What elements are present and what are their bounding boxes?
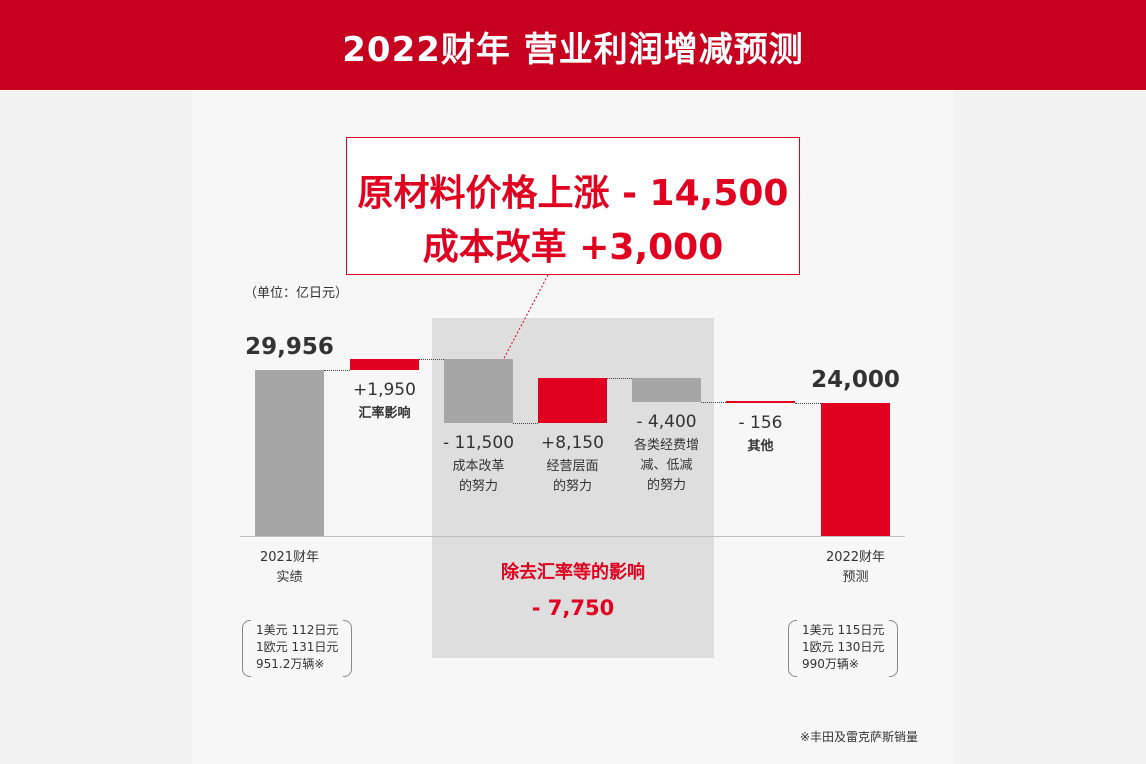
title-bar — [0, 0, 1146, 90]
connector-1 — [419, 359, 444, 361]
callout-box: 原材料价格上涨 - 14,500 成本改革 +3,000 — [346, 137, 800, 275]
category-label-4: 各类经费增 减、低减 的努力 — [633, 438, 699, 493]
note-right-line-1: 1美元 115日元 — [802, 623, 885, 637]
category-label-5: 其他 — [747, 439, 774, 454]
value-label-3: +8,150 — [541, 432, 604, 453]
bar-1 — [350, 359, 419, 370]
footnote: ※丰田及雷克萨斯销量 — [800, 730, 919, 744]
note-left-line-1: 1美元 112日元 — [256, 623, 339, 637]
category-label-6: 2022财年 预测 — [825, 550, 886, 585]
category-label-1: 汇率影响 — [358, 405, 411, 421]
note-right-line-3: 990万辆※ — [802, 657, 859, 671]
note-right: 1美元 115日元 1欧元 130日元 990万辆※ — [787, 620, 899, 677]
category-label-2: 成本改革 的努力 — [452, 458, 505, 494]
unit-label: （单位：亿日元） — [244, 286, 349, 301]
callout-line-2: 成本改革 +3,000 — [422, 227, 724, 268]
connector-3 — [607, 377, 632, 379]
bar-6 — [821, 402, 890, 536]
value-label-0: 29,956 — [245, 333, 334, 360]
excluding-fx-value: - 7,750 — [531, 596, 615, 620]
value-label-6: 24,000 — [811, 366, 900, 393]
bar-2 — [444, 359, 513, 423]
connector-4 — [701, 402, 726, 403]
baseline — [240, 536, 905, 537]
value-label-2: - 11,500 — [442, 432, 515, 453]
callout-line-1: 原材料价格上涨 - 14,500 — [357, 173, 789, 214]
connector-2 — [513, 422, 538, 424]
bar-0 — [255, 369, 324, 536]
note-left-line-3: 951.2万辆※ — [256, 657, 325, 671]
page-title: 2022财年 营业利润增减预测 — [342, 30, 804, 70]
value-label-1: +1,950 — [353, 379, 416, 400]
category-label-0: 2021财年 实绩 — [259, 550, 320, 585]
excluding-fx-title: 除去汇率等的影响 — [501, 562, 645, 583]
connector-0 — [324, 369, 350, 371]
value-label-4: - 4,400 — [636, 412, 697, 432]
value-label-5: - 156 — [738, 413, 783, 433]
category-label-3: 经营层面 的努力 — [546, 458, 599, 494]
bar-5 — [726, 401, 795, 403]
note-right-line-2: 1欧元 130日元 — [802, 640, 885, 654]
note-left: 1美元 112日元 1欧元 131日元 951.2万辆※ — [241, 620, 353, 677]
bar-3 — [538, 377, 607, 423]
connector-5 — [795, 402, 821, 404]
note-left-line-2: 1欧元 131日元 — [256, 640, 339, 654]
bar-4 — [632, 377, 701, 402]
